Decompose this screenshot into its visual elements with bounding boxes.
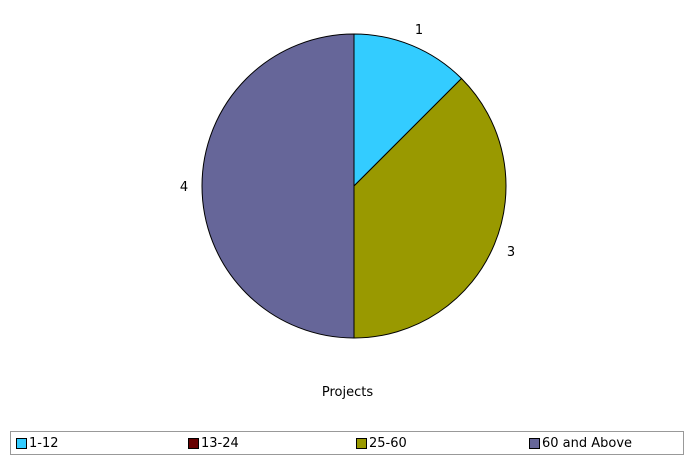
legend-swatch xyxy=(529,437,540,449)
chart-title: Projects xyxy=(321,385,374,400)
legend-item-13-24: 13-24 xyxy=(188,432,239,454)
legend-swatch xyxy=(188,437,199,449)
legend-label: 13-24 xyxy=(201,435,239,451)
pie-plot-area: 1 3 4 xyxy=(180,23,515,339)
legend-label: 60 and Above xyxy=(542,435,633,451)
legend: 1-12 13-24 25-60 60 and Above xyxy=(10,431,684,455)
pie-slice-25-60 xyxy=(353,77,507,339)
pie-slice-value-label: 1 xyxy=(415,23,423,38)
pie-slice-60-and-above xyxy=(201,33,355,339)
legend-swatch xyxy=(356,437,367,449)
legend-label: 1-12 xyxy=(29,435,59,451)
pie-slice-labels: 1 3 4 xyxy=(180,23,515,260)
legend-item-60-and-above: 60 and Above xyxy=(529,432,632,454)
legend-label: 25-60 xyxy=(369,435,407,451)
legend-item-25-60: 25-60 xyxy=(356,432,407,454)
pie-slice-value-label: 3 xyxy=(507,245,515,260)
legend-item-1-12: 1-12 xyxy=(16,432,59,454)
pie-slice-1-12 xyxy=(353,33,463,188)
legend-swatch xyxy=(16,437,27,449)
pie-slice-value-label: 4 xyxy=(180,180,188,195)
pie-slices xyxy=(201,33,507,339)
